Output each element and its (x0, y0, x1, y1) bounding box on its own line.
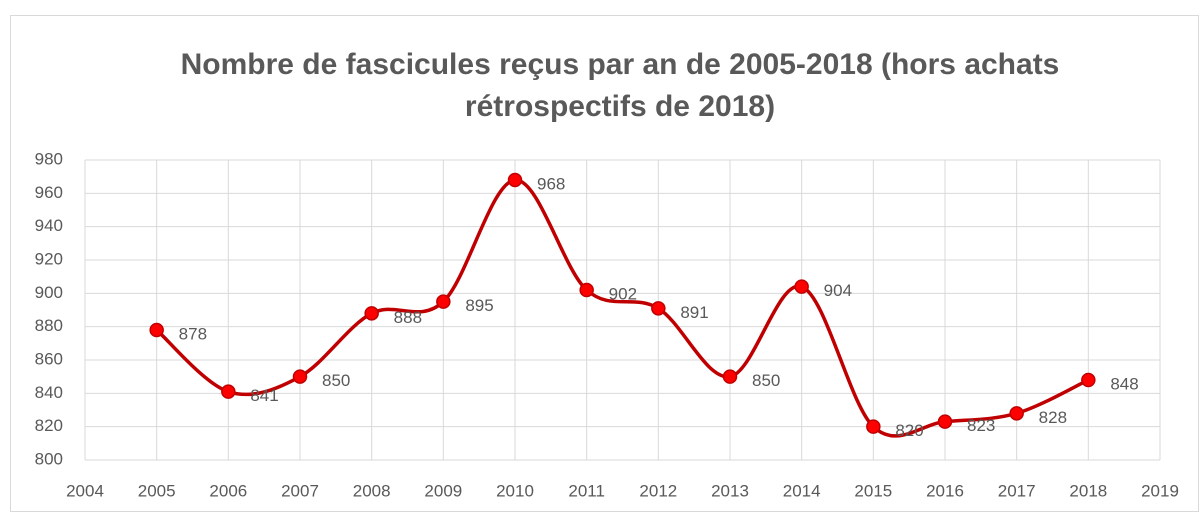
data-label: 904 (824, 281, 852, 300)
data-point (1009, 406, 1024, 421)
x-tick-label: 2012 (639, 481, 677, 500)
data-label: 823 (967, 416, 995, 435)
x-tick-label: 2010 (496, 481, 534, 500)
y-tick-label: 920 (35, 249, 63, 268)
x-tick-label: 2008 (353, 481, 391, 500)
data-label: 902 (609, 284, 637, 303)
data-point (794, 279, 809, 294)
data-point (866, 419, 881, 434)
y-tick-label: 820 (35, 416, 63, 435)
x-tick-label: 2019 (1141, 481, 1179, 500)
data-label: 895 (465, 296, 493, 315)
data-point (507, 172, 523, 188)
data-label: 820 (895, 421, 923, 440)
data-point (722, 369, 738, 384)
y-tick-label: 900 (35, 283, 63, 302)
x-tick-label: 2004 (66, 481, 104, 500)
x-tick-label: 2011 (568, 481, 605, 500)
y-tick-label: 840 (35, 383, 63, 402)
x-tick-label: 2007 (281, 481, 319, 500)
data-point (364, 306, 379, 321)
data-point (651, 301, 666, 316)
x-tick-label: 2018 (1069, 481, 1107, 500)
y-tick-label: 880 (35, 316, 63, 335)
y-tick-label: 980 (35, 149, 63, 168)
y-tick-label: 860 (35, 349, 63, 368)
chart-title: Nombre de fascicules reçus par an de 200… (181, 48, 1060, 81)
data-point (937, 414, 953, 429)
data-point (292, 369, 308, 384)
y-tick-label: 940 (35, 216, 63, 235)
y-tick-label: 960 (35, 183, 63, 202)
x-tick-label: 2015 (854, 481, 892, 500)
x-tick-label: 2005 (138, 481, 176, 500)
chart-title: rétrospectifs de 2018) (465, 90, 775, 123)
x-tick-label: 2006 (209, 481, 247, 500)
data-label: 841 (250, 386, 278, 405)
data-point (1081, 372, 1096, 388)
data-label: 848 (1110, 374, 1138, 393)
x-tick-label: 2017 (998, 481, 1036, 500)
x-tick-label: 2009 (424, 481, 462, 500)
x-tick-label: 2013 (711, 481, 749, 500)
data-point (149, 322, 164, 338)
data-point (579, 282, 594, 298)
data-label: 850 (322, 371, 350, 390)
data-line (155, 178, 1090, 438)
data-label: 968 (537, 174, 565, 193)
data-label: 850 (752, 371, 780, 390)
chart-border (10, 15, 1199, 512)
x-tick-label: 2016 (926, 481, 964, 500)
data-point (221, 384, 236, 399)
x-tick-label: 2014 (783, 481, 821, 500)
data-label: 878 (179, 324, 207, 343)
data-label: 891 (680, 303, 708, 322)
data-label: 828 (1039, 408, 1067, 427)
data-point (436, 294, 451, 309)
data-label: 888 (394, 308, 422, 327)
y-tick-label: 800 (35, 449, 63, 468)
